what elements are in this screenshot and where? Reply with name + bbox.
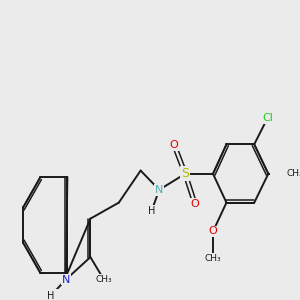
- Text: Cl: Cl: [262, 113, 273, 123]
- Text: H: H: [47, 291, 55, 300]
- Text: CH₃: CH₃: [95, 275, 112, 284]
- Text: N: N: [155, 185, 164, 195]
- Text: O: O: [208, 226, 217, 236]
- Text: O: O: [170, 140, 178, 150]
- Text: H: H: [148, 206, 155, 216]
- Text: S: S: [181, 167, 189, 180]
- Text: O: O: [191, 199, 200, 209]
- Text: CH₃: CH₃: [205, 254, 221, 263]
- Text: CH₃: CH₃: [286, 169, 300, 178]
- Text: N: N: [62, 274, 70, 285]
